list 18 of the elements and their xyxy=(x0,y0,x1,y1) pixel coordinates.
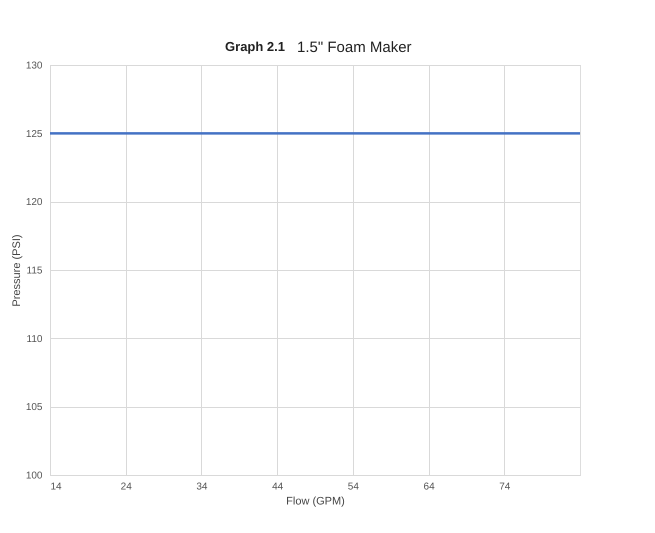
x-axis-title: Flow (GPM) xyxy=(286,496,345,508)
y-tick-label: 115 xyxy=(26,266,43,276)
chart-title: Graph 2.1 xyxy=(225,39,285,54)
x-tick-label: 54 xyxy=(348,482,360,492)
x-tick-label: 24 xyxy=(120,482,132,492)
chart-subtitle: 1.5" Foam Maker xyxy=(297,39,412,56)
x-tick-label: 74 xyxy=(499,482,511,492)
x-tick-label: 14 xyxy=(50,482,62,492)
x-tick-label: 64 xyxy=(424,482,436,492)
y-tick-label: 125 xyxy=(26,128,43,140)
y-tick-label: 120 xyxy=(26,197,43,208)
x-tick-label: 34 xyxy=(196,482,208,492)
x-tick-label: 44 xyxy=(272,482,284,492)
y-tick-label: 110 xyxy=(26,334,43,345)
y-tick-label: 105 xyxy=(26,402,43,414)
y-axis-title: Pressure (PSI) xyxy=(10,234,23,307)
y-tick-label: 130 xyxy=(26,60,43,72)
y-tick-label: 100 xyxy=(26,470,43,482)
